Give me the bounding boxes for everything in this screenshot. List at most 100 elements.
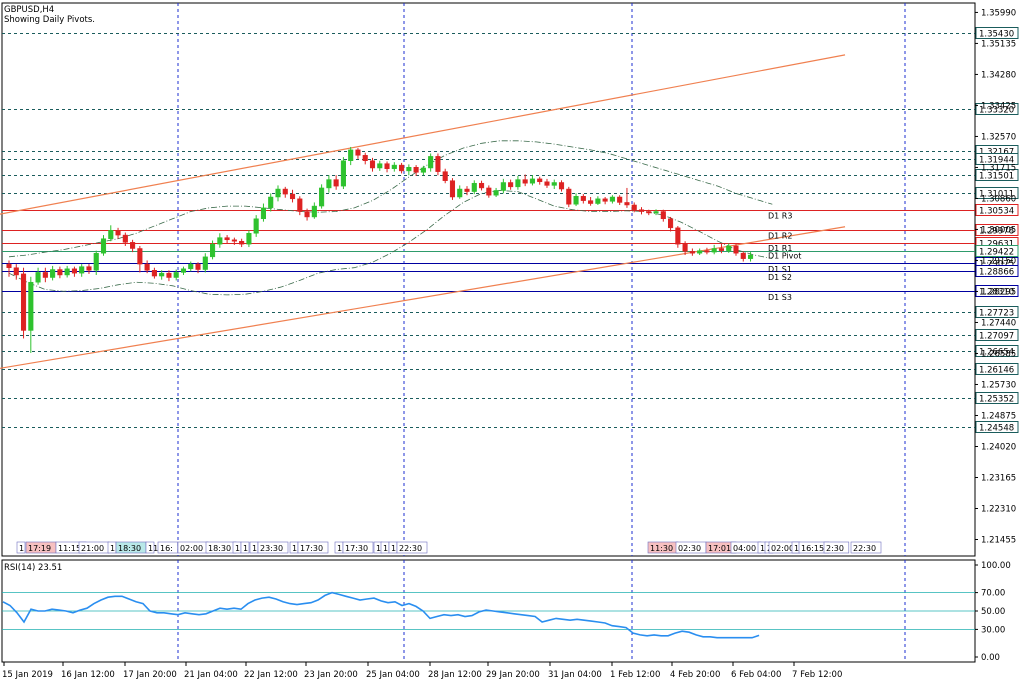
price-level-box: [975, 204, 1019, 216]
candle-body: [217, 237, 223, 245]
price-level-box: [975, 103, 1019, 115]
candle-body: [537, 178, 543, 183]
candle-body: [515, 179, 521, 188]
candle-body: [500, 182, 506, 191]
session-marker-label: 02:00: [771, 544, 794, 553]
price-level-label: 1.31944: [979, 156, 1014, 166]
price-level-label: 1.31011: [979, 190, 1014, 200]
candle-body: [42, 272, 48, 278]
candle-body: [28, 281, 34, 331]
channel-line: [0, 226, 846, 369]
candle-body: [449, 180, 456, 198]
candle-body: [573, 196, 579, 205]
candle-body: [362, 155, 368, 161]
price-level-box: [975, 421, 1019, 433]
candle-body: [646, 211, 652, 214]
candle-body: [304, 211, 310, 218]
price-tick-label: 1.23165: [981, 473, 1016, 483]
price-level-box: [975, 187, 1019, 199]
price-level-box: [975, 306, 1019, 318]
candle-body: [151, 270, 157, 277]
candle-body: [224, 237, 230, 241]
candle-body: [442, 171, 448, 181]
candle-body: [595, 198, 601, 204]
candle-body: [188, 263, 194, 270]
candle-body: [35, 272, 41, 283]
grid: [1, 2, 976, 663]
price-tick-label: 1.28295: [981, 287, 1016, 297]
bands: [8, 140, 773, 296]
candle-body: [588, 200, 594, 204]
price-tick-label: 1.21455: [981, 536, 1016, 546]
time-tick-label: 31 Jan 04:00: [548, 670, 602, 680]
price-tick-label: 1.31715: [981, 163, 1016, 173]
candle-body: [733, 245, 739, 254]
rsi-panel: 100.00 70.00 50.00 30.00 0.00: [2, 561, 1011, 663]
candle-body: [282, 188, 288, 195]
candle-body: [130, 242, 136, 249]
candle-body: [464, 188, 470, 192]
pivot-label: D1 S1: [768, 265, 792, 274]
candle-body: [602, 198, 608, 202]
time-tick-label: 4 Feb 20:00: [670, 670, 720, 680]
candle-body: [435, 156, 441, 172]
candle-body: [457, 188, 463, 198]
pivot-label: D1 R1: [768, 244, 792, 253]
candle-body: [319, 187, 325, 207]
price-level-box: [975, 153, 1019, 165]
session-marker-label: 1: [235, 544, 240, 553]
candle-body: [71, 268, 77, 274]
session-marker-box: [257, 541, 289, 554]
candle-body: [413, 167, 419, 173]
candle-body: [166, 272, 172, 278]
candle-body: [726, 245, 732, 251]
time-tick-label: 17 Jan 20:00: [123, 670, 177, 680]
session-marker-label: 11:30: [650, 544, 673, 553]
price-tick-label: 1.35990: [981, 8, 1016, 18]
price-tick-label: 1.32570: [981, 132, 1016, 142]
candle-body: [406, 167, 412, 172]
price-tick-label: 1.26585: [981, 349, 1016, 359]
time-tick-label: 16 Jan 12:00: [61, 670, 115, 680]
price-level-box: [975, 169, 1019, 181]
candle-body: [6, 263, 12, 268]
price-tick-label: 1.24875: [981, 411, 1016, 421]
pivot-label: D1 S2: [768, 273, 792, 282]
price-tick-label: 1.22310: [981, 504, 1016, 514]
candle-body: [522, 179, 528, 184]
price-level-box: [975, 392, 1019, 404]
price-tick-label: 1.24020: [981, 442, 1016, 452]
candle-body: [122, 234, 128, 243]
price-tick-label: 1.27440: [981, 318, 1016, 328]
price-level-label: 1.28310: [979, 288, 1014, 298]
session-marker-label: 1: [376, 544, 381, 553]
session-marker-label: 22:30: [399, 544, 422, 553]
session-marker-label: 11:15: [58, 544, 81, 553]
chart-subtitle: Showing Daily Pivots.: [4, 15, 95, 25]
session-marker-label: 1: [243, 544, 248, 553]
candle-body: [195, 263, 201, 270]
session-marker-label: 16:: [160, 544, 173, 553]
price-tick-label: 1.33425: [981, 101, 1016, 111]
band-upper: [8, 140, 773, 258]
time-tick-label: 22 Jan 12:00: [244, 670, 298, 680]
candle-body: [566, 188, 572, 205]
candle-body: [246, 233, 252, 245]
candle-body: [50, 269, 56, 278]
candle-body: [668, 218, 674, 229]
session-marker-box: [240, 541, 250, 554]
candle-body: [369, 160, 376, 169]
rsi-label: RSI(14) 23.51: [4, 563, 62, 573]
candle-body: [326, 179, 332, 189]
candle-body: [268, 196, 274, 209]
session-markers: 1 17:19 11:15 21:00 1 18:30 11 16: 02:00 18:30 1 1 1…: [16, 541, 882, 554]
time-axis[interactable]: 15 Jan 2019 16 Jan 12:00 17 Jan 20:00 21 Ja…: [2, 662, 842, 680]
candle-body: [13, 267, 19, 276]
candle-body: [86, 266, 92, 271]
pivot-label: D1 R3: [768, 211, 792, 220]
session-marker-label: 1: [252, 544, 257, 553]
pivot-label: D1 S3: [768, 293, 792, 302]
candle-body: [260, 207, 266, 220]
candle-body: [471, 182, 477, 192]
